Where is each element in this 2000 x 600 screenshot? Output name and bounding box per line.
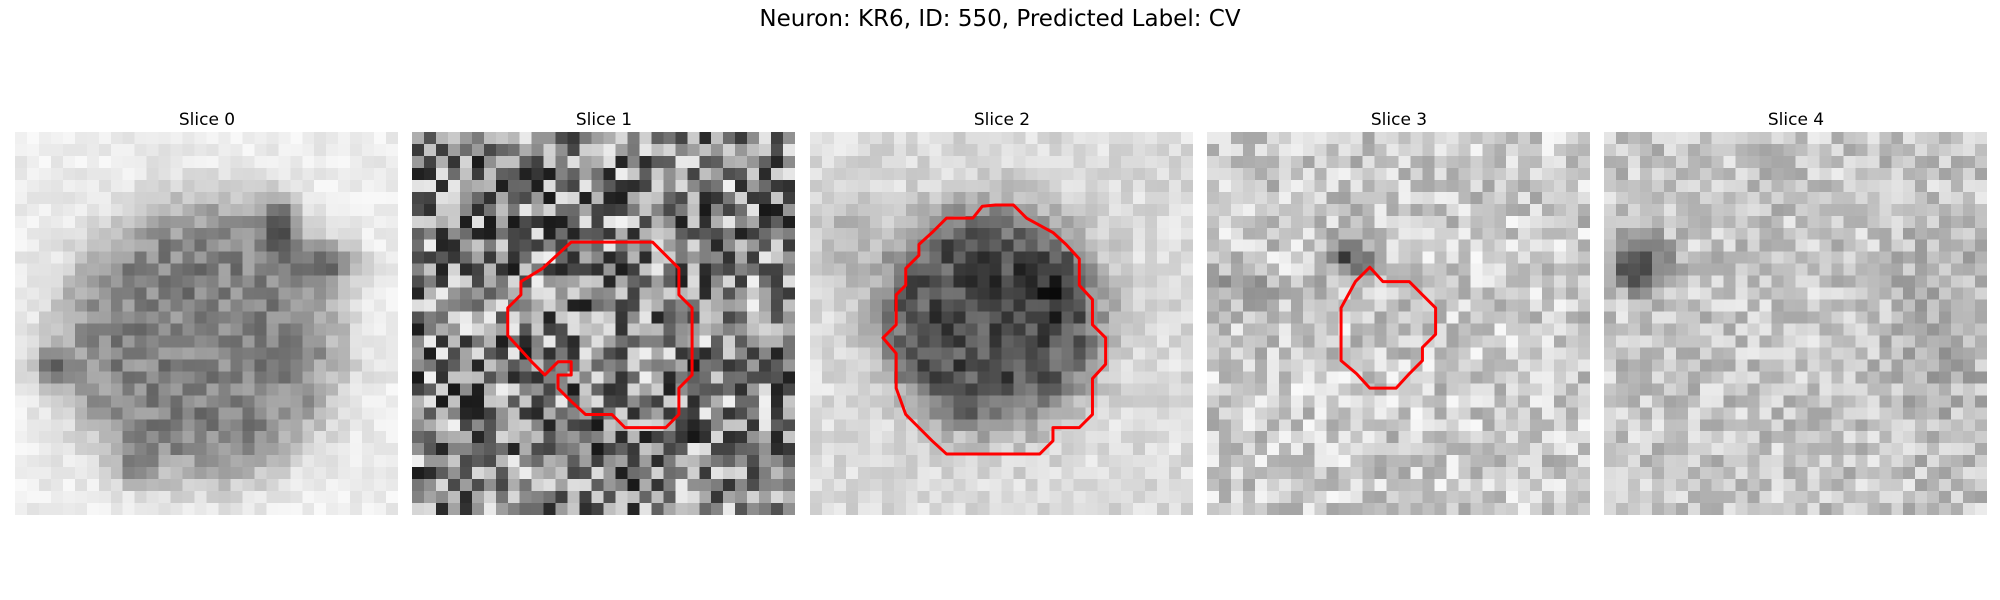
slice-image-2 <box>810 132 1193 515</box>
slice-panel-0: Slice 0 <box>15 108 399 515</box>
segmentation-contour <box>881 203 1108 456</box>
slice-panel-4: Slice 4 <box>1604 108 1988 515</box>
slice-title-4: Slice 4 <box>1767 110 1825 130</box>
slice-panel-1: Slice 1 <box>412 108 796 515</box>
slice-title-0: Slice 0 <box>178 110 236 130</box>
slice-image-4 <box>1604 132 1987 515</box>
slice-panel-3: Slice 3 <box>1207 108 1591 515</box>
figure-title: Neuron: KR6, ID: 550, Predicted Label: C… <box>759 6 1241 32</box>
slice-title-2: Slice 2 <box>973 110 1031 130</box>
segmentation-contour <box>506 240 694 430</box>
slice-image-1 <box>412 132 795 515</box>
slice-title-3: Slice 3 <box>1370 110 1428 130</box>
slice-panel-2: Slice 2 <box>810 108 1194 515</box>
slice-title-1: Slice 1 <box>575 110 633 130</box>
slice-image-3 <box>1207 132 1590 515</box>
slice-image-0 <box>15 132 398 515</box>
segmentation-contour <box>1339 265 1438 390</box>
